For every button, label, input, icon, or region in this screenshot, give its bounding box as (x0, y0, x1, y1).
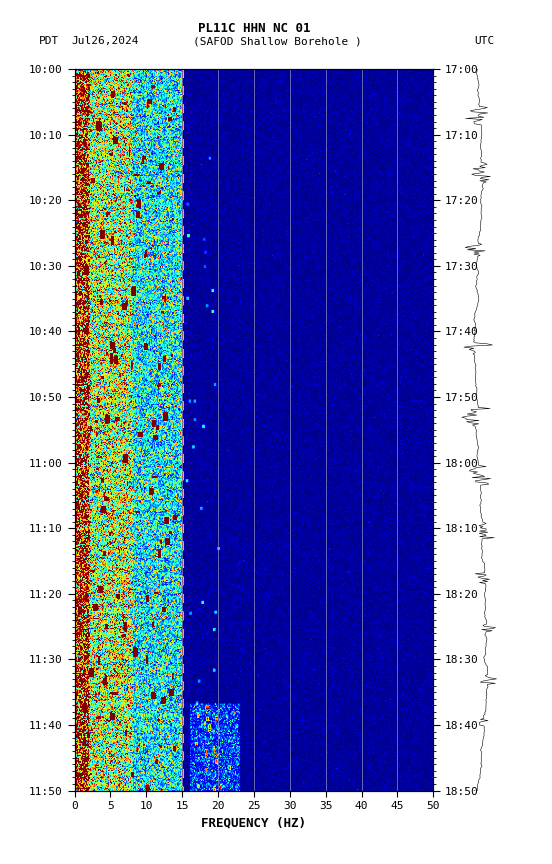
Text: UTC: UTC (475, 36, 495, 47)
X-axis label: FREQUENCY (HZ): FREQUENCY (HZ) (201, 816, 306, 829)
Text: PL11C HHN NC 01: PL11C HHN NC 01 (198, 22, 310, 35)
Text: (SAFOD Shallow Borehole ): (SAFOD Shallow Borehole ) (193, 36, 362, 47)
Text: PDT: PDT (39, 36, 59, 47)
Text: Jul26,2024: Jul26,2024 (72, 36, 139, 47)
